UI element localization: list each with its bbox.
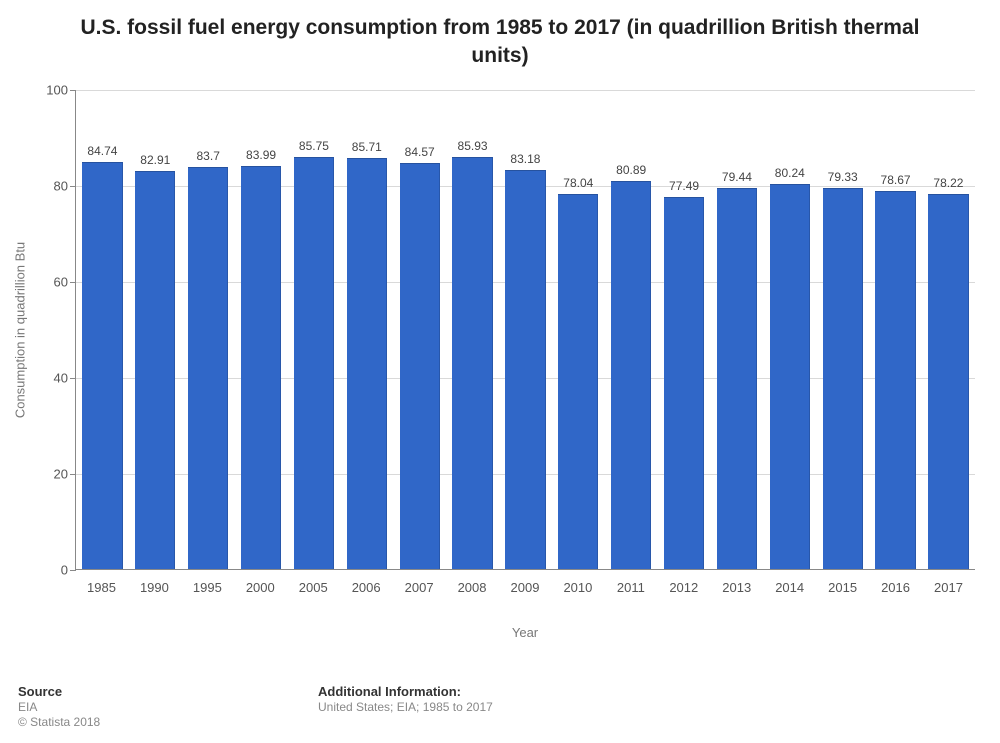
bar-slot: 78.67 bbox=[869, 90, 922, 569]
bar-value-label: 79.44 bbox=[722, 170, 752, 184]
bar-slot: 79.44 bbox=[711, 90, 764, 569]
bar bbox=[188, 167, 228, 569]
bar-value-label: 85.71 bbox=[352, 140, 382, 154]
bar-value-label: 78.04 bbox=[563, 176, 593, 190]
footer-info-block: Additional Information: United States; E… bbox=[318, 684, 618, 729]
bar bbox=[928, 194, 968, 569]
bar bbox=[294, 157, 334, 569]
bar-slot: 83.18 bbox=[499, 90, 552, 569]
bar bbox=[82, 162, 122, 569]
bar-slot: 78.22 bbox=[922, 90, 975, 569]
bar-slot: 80.24 bbox=[763, 90, 816, 569]
bar-value-label: 84.57 bbox=[405, 145, 435, 159]
ytick-label: 40 bbox=[54, 371, 68, 386]
bar-slot: 82.91 bbox=[129, 90, 182, 569]
plot-region: Consumption in quadrillion Btu 020406080… bbox=[75, 90, 975, 570]
ytick-label: 80 bbox=[54, 179, 68, 194]
footer-info-line1: United States; EIA; 1985 to 2017 bbox=[318, 700, 618, 714]
xtick-label: 1995 bbox=[181, 570, 234, 595]
bar-slot: 85.71 bbox=[340, 90, 393, 569]
chart-title: U.S. fossil fuel energy consumption from… bbox=[0, 0, 1000, 79]
bar-slot: 77.49 bbox=[658, 90, 711, 569]
xtick-label: 2005 bbox=[287, 570, 340, 595]
xtick-label: 1990 bbox=[128, 570, 181, 595]
bar-value-label: 83.18 bbox=[510, 152, 540, 166]
footer-source-line2: © Statista 2018 bbox=[18, 715, 318, 729]
bar bbox=[664, 197, 704, 569]
ytick-label: 100 bbox=[46, 83, 68, 98]
bar bbox=[717, 188, 757, 569]
bar-slot: 83.99 bbox=[235, 90, 288, 569]
xtick-label: 2015 bbox=[816, 570, 869, 595]
xtick-label: 1985 bbox=[75, 570, 128, 595]
bar-value-label: 77.49 bbox=[669, 179, 699, 193]
xtick-label: 2006 bbox=[340, 570, 393, 595]
chart-area: Consumption in quadrillion Btu 020406080… bbox=[75, 90, 975, 620]
bar-value-label: 83.7 bbox=[197, 149, 220, 163]
xtick-label: 2009 bbox=[499, 570, 552, 595]
bar-value-label: 80.89 bbox=[616, 163, 646, 177]
bar-value-label: 84.74 bbox=[87, 144, 117, 158]
ytick-label: 20 bbox=[54, 467, 68, 482]
bar bbox=[400, 163, 440, 569]
y-axis-title: Consumption in quadrillion Btu bbox=[13, 241, 28, 417]
bar-value-label: 79.33 bbox=[828, 170, 858, 184]
xtick-label: 2011 bbox=[604, 570, 657, 595]
bar bbox=[611, 181, 651, 569]
bar bbox=[558, 194, 598, 569]
bar-slot: 84.57 bbox=[393, 90, 446, 569]
bar bbox=[452, 157, 492, 569]
xtick-label: 2017 bbox=[922, 570, 975, 595]
bar bbox=[347, 158, 387, 569]
xtick-label: 2013 bbox=[710, 570, 763, 595]
bar bbox=[505, 170, 545, 569]
bar-value-label: 82.91 bbox=[140, 153, 170, 167]
bar-value-label: 80.24 bbox=[775, 166, 805, 180]
bar bbox=[875, 191, 915, 569]
bar-slot: 79.33 bbox=[816, 90, 869, 569]
xtick-label: 2014 bbox=[763, 570, 816, 595]
bar bbox=[241, 166, 281, 569]
x-tick-labels: 1985199019952000200520062007200820092010… bbox=[75, 570, 975, 595]
xtick-label: 2012 bbox=[657, 570, 710, 595]
bar bbox=[770, 184, 810, 569]
x-axis-title: Year bbox=[75, 625, 975, 640]
xtick-label: 2008 bbox=[446, 570, 499, 595]
bars-container: 84.74 82.91 83.7 83.99 85.75 85.71 84.57 85.93 8… bbox=[76, 90, 975, 569]
bar-slot: 83.7 bbox=[182, 90, 235, 569]
xtick-label: 2007 bbox=[393, 570, 446, 595]
bar bbox=[135, 171, 175, 569]
ytick-label: 60 bbox=[54, 275, 68, 290]
bar-slot: 85.93 bbox=[446, 90, 499, 569]
bar-slot: 84.74 bbox=[76, 90, 129, 569]
bar-value-label: 78.67 bbox=[881, 173, 911, 187]
bar-slot: 78.04 bbox=[552, 90, 605, 569]
bar-value-label: 85.93 bbox=[458, 139, 488, 153]
footer-info-heading: Additional Information: bbox=[318, 684, 618, 699]
bar bbox=[823, 188, 863, 569]
footer-source-line1: EIA bbox=[18, 700, 318, 714]
xtick-label: 2010 bbox=[551, 570, 604, 595]
bar-slot: 80.89 bbox=[605, 90, 658, 569]
xtick-label: 2016 bbox=[869, 570, 922, 595]
bar-value-label: 78.22 bbox=[933, 176, 963, 190]
bar-value-label: 83.99 bbox=[246, 148, 276, 162]
bar-slot: 85.75 bbox=[288, 90, 341, 569]
footer-source-heading: Source bbox=[18, 684, 318, 699]
xtick-label: 2000 bbox=[234, 570, 287, 595]
ytick-label: 0 bbox=[61, 563, 68, 578]
bar-value-label: 85.75 bbox=[299, 139, 329, 153]
chart-footer: Source EIA © Statista 2018 Additional In… bbox=[18, 684, 978, 729]
footer-source-block: Source EIA © Statista 2018 bbox=[18, 684, 318, 729]
